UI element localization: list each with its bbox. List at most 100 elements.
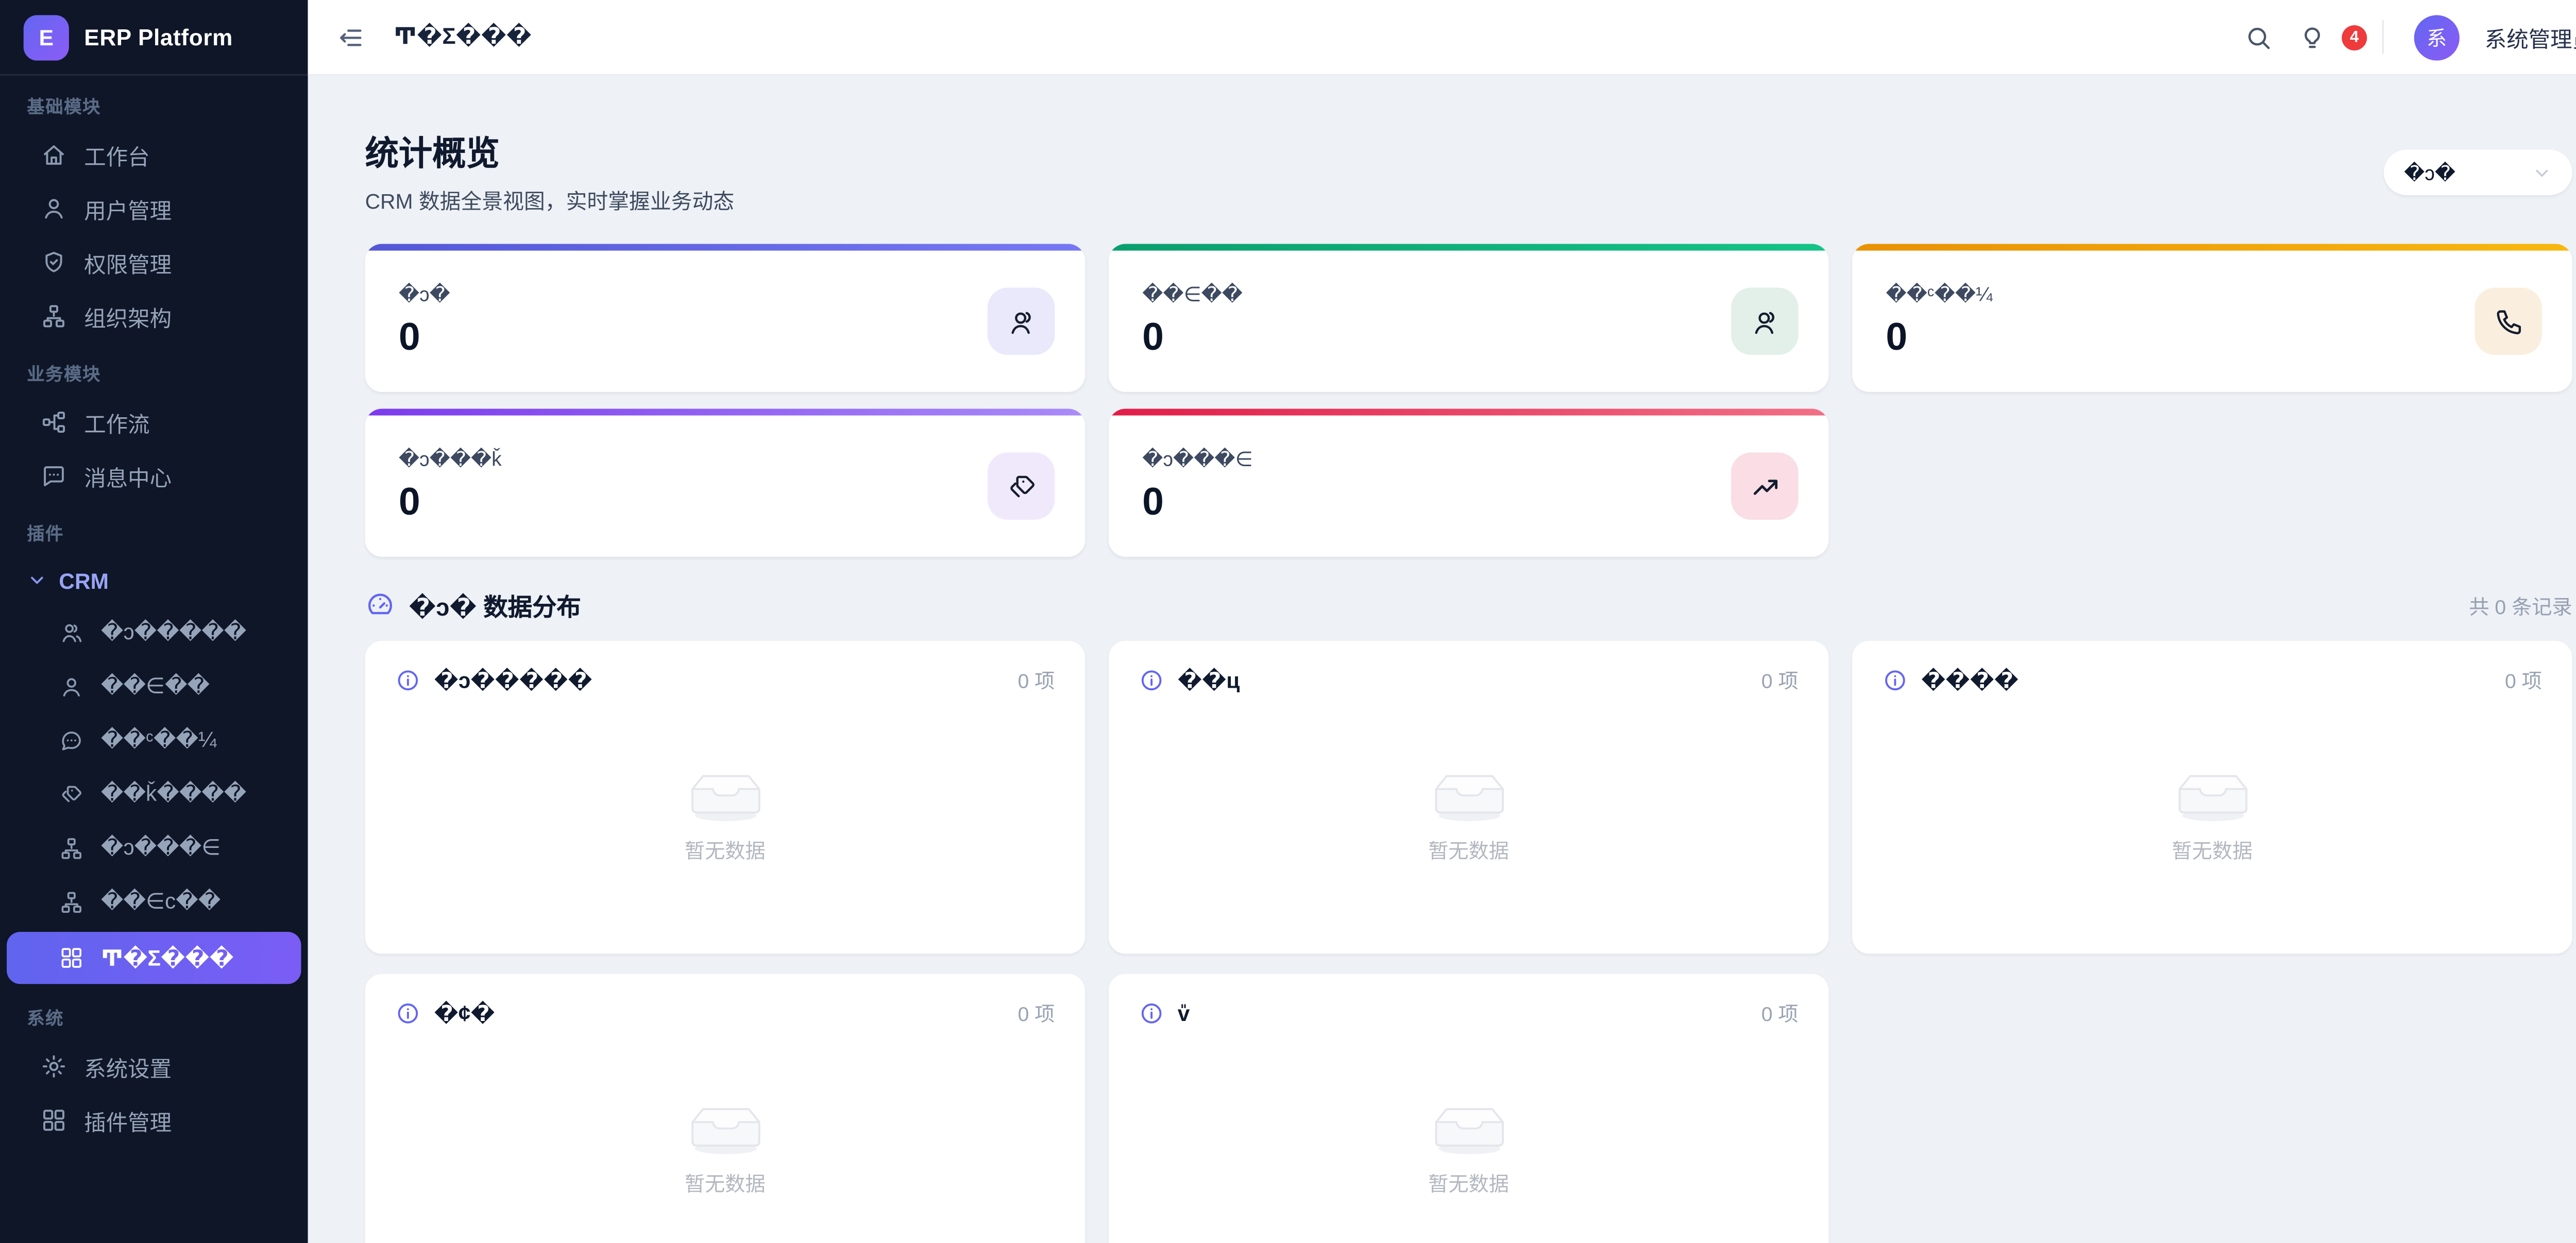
search-icon[interactable] [2244, 23, 2273, 52]
stat-accent-bar [1852, 244, 2572, 251]
stat-value: 0 [1142, 479, 1164, 523]
sidebar-item-label: Ͳ�Ʃ��� [100, 944, 234, 970]
sidebar-crm-item-5[interactable]: �ɔ���∈ [0, 821, 308, 874]
sidebar-item-workbench[interactable]: 工作台 [0, 128, 308, 181]
grid-icon [59, 945, 84, 970]
sidebar-item-settings[interactable]: 系统设置 [0, 1040, 308, 1093]
shield-check-icon [40, 249, 67, 276]
stats-grid: �ɔ� 0 ��∈�� 0 [365, 244, 2572, 557]
chevron-down-icon [2532, 162, 2552, 182]
main-area: Ͳ�Ʃ��� 4 系 系统管理员 统计概览 CRM 数据全景视图，实时掌握业务动… [308, 0, 2576, 1243]
empty-inbox-icon [686, 1103, 765, 1155]
sidebar-group-label: CRM [59, 568, 109, 593]
stat-card[interactable]: �ɔ� 0 [365, 244, 1086, 392]
trending-up-icon [1731, 452, 1799, 520]
lightbulb-icon[interactable] [2298, 23, 2327, 52]
sidebar-crm-item-2[interactable]: ��∈�� [0, 659, 308, 713]
sidebar-item-label: 系统设置 [84, 1055, 172, 1081]
empty-state: 暂无数据 [365, 695, 1086, 954]
sidebar-item-label: 工作流 [84, 411, 150, 437]
distribution-card[interactable]: �ɔ����� 0 项 暂无数据 [365, 641, 1086, 954]
avatar[interactable]: 系 [2414, 14, 2460, 60]
sidebar-crm-item-7-active[interactable]: Ͳ�Ʃ��� [7, 931, 301, 984]
users-icon [987, 287, 1055, 355]
sidebar-item-messages[interactable]: 消息中心 [0, 449, 308, 503]
filter-select-value: �ɔ� [2404, 160, 2456, 184]
empty-text: 暂无数据 [2172, 839, 2253, 863]
sidebar-item-plugin-manager[interactable]: 插件管理 [0, 1093, 308, 1147]
users-icon [1731, 287, 1799, 355]
distribution-card[interactable]: v̎ 0 项 暂无数据 [1108, 974, 1829, 1243]
brand-logo: E [23, 14, 69, 60]
sidebar-item-label: 插件管理 [84, 1109, 172, 1135]
empty-state: 暂无数据 [1109, 1028, 1829, 1243]
distribution-total: 共 0 条记录 [2469, 594, 2572, 618]
distribution-card-count: 0 项 [1761, 669, 1799, 693]
stat-accent-bar [1108, 408, 1829, 416]
stat-label: ��∈�� [1142, 282, 1243, 307]
topbar: Ͳ�Ʃ��� 4 系 系统管理员 [308, 0, 2576, 76]
stat-card[interactable]: �ɔ���ǩ 0 [365, 408, 1086, 557]
message-dots-icon [40, 463, 67, 489]
stat-label: �ɔ���ǩ [398, 447, 502, 471]
sidebar-item-workflow[interactable]: 工作流 [0, 395, 308, 449]
stat-card[interactable]: ��ᶜ��¼ 0 [1852, 244, 2572, 392]
distribution-grid: �ɔ����� 0 项 暂无数据 ��ц 0 项 [365, 641, 2572, 1243]
grid-icon [40, 1107, 67, 1134]
notification-badge: 4 [2342, 25, 2367, 50]
user-name: 系统管理员 [2484, 26, 2576, 52]
stat-label: ��ᶜ��¼ [1886, 282, 1993, 307]
sidebar-nav: 基础模块 工作台 用户管理 权限管理 组织架构 业务模块 工作流 [0, 76, 308, 1147]
nav-section-basic: 基础模块 [27, 97, 101, 118]
stat-label: �ɔ� [398, 282, 450, 307]
stat-card[interactable]: �ɔ���∈ 0 [1108, 408, 1829, 557]
sidebar-collapse-button[interactable] [336, 23, 365, 52]
distribution-card-title: ��ц [1177, 667, 1240, 692]
stat-value: 0 [398, 479, 420, 523]
brand-logo-letter: E [39, 24, 54, 50]
empty-text: 暂无数据 [684, 839, 766, 863]
page-content: 统计概览 CRM 数据全景视图，实时掌握业务动态 �ɔ� �ɔ� 0 [308, 76, 2576, 1243]
distribution-card-count: 0 项 [1018, 669, 1055, 693]
distribution-title: �ɔ� 数据分布 [409, 594, 581, 622]
tags-icon [59, 781, 84, 807]
stat-label: �ɔ���∈ [1142, 447, 1253, 471]
distribution-card[interactable]: ��ц 0 项 暂无数据 [1108, 641, 1829, 954]
page-subtitle: CRM 数据全景视图，实时掌握业务动态 [365, 190, 735, 214]
sidebar: E ERP Platform 基础模块 工作台 用户管理 权限管理 组织架构 业… [0, 0, 308, 1243]
phone-icon [2475, 287, 2542, 355]
sidebar-item-label: 消息中心 [84, 465, 172, 490]
sidebar-group-crm[interactable]: CRM [0, 555, 308, 606]
filter-select[interactable]: �ɔ� [2383, 149, 2572, 195]
sidebar-item-label: 权限管理 [84, 251, 172, 277]
distribution-card[interactable]: �¢� 0 项 暂无数据 [365, 974, 1086, 1243]
sidebar-crm-item-1[interactable]: �ɔ����� [0, 606, 308, 659]
sidebar-crm-item-3[interactable]: ��ᶜ��¼ [0, 713, 308, 767]
sidebar-item-users[interactable]: 用户管理 [0, 182, 308, 235]
empty-inbox-icon [686, 771, 765, 823]
empty-text: 暂无数据 [1428, 1172, 1509, 1196]
distribution-card-count: 0 项 [1761, 1002, 1799, 1026]
sidebar-item-permissions[interactable]: 权限管理 [0, 235, 308, 289]
stat-accent-bar [365, 244, 1086, 251]
sidebar-item-organization[interactable]: 组织架构 [0, 290, 308, 343]
distribution-card-title: v̎ [1177, 1000, 1190, 1026]
chevron-down-icon [27, 570, 47, 590]
empty-inbox-icon [1429, 1103, 1508, 1155]
distribution-card[interactable]: ���� 0 项 暂无数据 [1852, 641, 2572, 954]
sidebar-crm-item-4[interactable]: ��ǩ���� [0, 767, 308, 821]
info-icon [395, 1001, 420, 1026]
workflow-icon [40, 408, 67, 435]
nav-section-system: 系统 [27, 1009, 64, 1030]
gauge-icon [365, 590, 396, 621]
sidebar-crm-item-6[interactable]: ��∈c�� [0, 875, 308, 928]
info-icon [395, 668, 420, 693]
sidebar-item-label: ��∈�� [100, 673, 210, 699]
info-icon [1139, 668, 1164, 693]
distribution-card-count: 0 项 [2504, 669, 2542, 693]
empty-state: 暂无数据 [1109, 695, 1829, 954]
stat-card[interactable]: ��∈�� 0 [1108, 244, 1829, 392]
home-icon [40, 141, 67, 168]
topbar-divider [2382, 20, 2384, 54]
